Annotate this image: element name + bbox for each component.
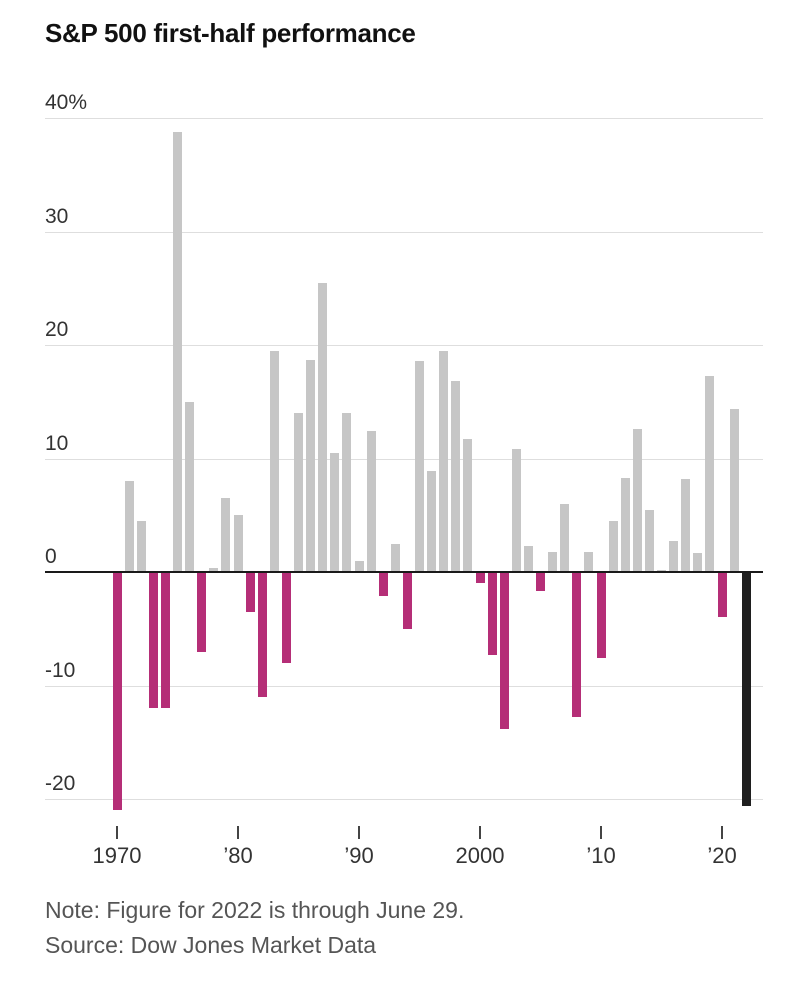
bar-1973 xyxy=(148,572,158,709)
x-tick-2020 xyxy=(721,826,723,839)
y-axis-label-40: 40% xyxy=(45,91,88,114)
x-tick-1970 xyxy=(116,826,118,839)
x-tick-2010 xyxy=(600,826,602,839)
bar-1976 xyxy=(185,401,195,573)
bar-1984 xyxy=(281,572,291,663)
bar-2001 xyxy=(487,572,497,655)
bar-2011 xyxy=(608,520,618,572)
bar-2017 xyxy=(681,478,691,572)
bar-1970 xyxy=(112,572,122,811)
bar-1993 xyxy=(390,543,400,572)
gridline-30 xyxy=(45,231,763,233)
bar-1971 xyxy=(124,481,134,572)
bar-1998 xyxy=(451,381,461,572)
bar-1982 xyxy=(257,572,267,697)
bar-1975 xyxy=(173,131,182,572)
bar-2003 xyxy=(511,449,521,572)
bar-2012 xyxy=(620,477,630,572)
gridline-20 xyxy=(45,345,763,346)
x-axis-label-2000: 2000 xyxy=(455,843,505,868)
bar-1972 xyxy=(136,520,146,572)
x-tick-2000 xyxy=(479,826,481,839)
bar-2005 xyxy=(536,572,545,592)
bar-1988 xyxy=(330,452,340,572)
bar-2020 xyxy=(717,572,727,618)
chart-title: S&P 500 first-half performance xyxy=(45,18,416,48)
bar-2022 xyxy=(741,572,751,806)
y-axis-label-30: 30 xyxy=(45,204,69,228)
bar-1974 xyxy=(160,572,170,709)
bar-2006 xyxy=(548,551,558,572)
gridline--10 xyxy=(45,685,763,687)
y-axis-label--20: -20 xyxy=(45,772,76,795)
bar-1978 xyxy=(209,567,219,572)
x-tick-1980 xyxy=(237,826,239,839)
bar-1994 xyxy=(402,572,412,629)
gridline-10 xyxy=(45,458,763,460)
bar-2019 xyxy=(705,375,715,572)
bar-1987 xyxy=(318,282,328,572)
bar-2007 xyxy=(560,503,570,572)
bar-1999 xyxy=(463,439,473,572)
bar-1986 xyxy=(306,359,316,572)
y-axis-label-20: 20 xyxy=(45,318,69,341)
chart-source: Source: Dow Jones Market Data xyxy=(45,932,377,958)
x-axis-label-1990: ’90 xyxy=(344,843,374,868)
y-axis-label--10: -10 xyxy=(45,658,76,682)
bar-1981 xyxy=(245,572,255,612)
bar-2008 xyxy=(572,572,582,718)
y-axis-label-0: 0 xyxy=(45,545,57,568)
bar-2004 xyxy=(523,545,533,572)
zero-line xyxy=(45,571,763,573)
gridline--20 xyxy=(45,799,763,800)
bar-2018 xyxy=(693,552,703,572)
bar-2013 xyxy=(632,429,642,572)
bar-2014 xyxy=(644,509,654,572)
bar-1991 xyxy=(366,431,376,572)
bar-1980 xyxy=(233,515,243,573)
bar-1997 xyxy=(439,350,449,572)
chart-note: Note: Figure for 2022 is through June 29… xyxy=(45,897,465,923)
y-axis-label-10: 10 xyxy=(45,431,69,455)
bar-1992 xyxy=(378,572,388,596)
x-axis-label-2010: ’10 xyxy=(586,843,616,868)
bar-1977 xyxy=(197,572,207,652)
bar-1985 xyxy=(294,413,303,572)
gridline-40 xyxy=(45,118,763,119)
bar-2016 xyxy=(669,541,679,572)
bar-2015 xyxy=(657,569,666,572)
bar-1990 xyxy=(354,560,364,572)
bar-2009 xyxy=(584,551,594,572)
x-axis-label-1970: 1970 xyxy=(92,843,142,868)
bar-1989 xyxy=(342,413,352,572)
bar-2002 xyxy=(499,572,509,729)
bar-2021 xyxy=(729,408,739,572)
bar-1979 xyxy=(221,498,231,572)
bar-1996 xyxy=(427,471,437,572)
x-axis-label-2020: ’20 xyxy=(707,843,737,868)
bar-2010 xyxy=(596,572,606,659)
bar-1995 xyxy=(415,360,424,572)
x-tick-1990 xyxy=(358,826,360,839)
bar-2000 xyxy=(475,572,485,584)
x-axis-label-1980: ’80 xyxy=(223,843,253,868)
bar-1983 xyxy=(269,350,279,572)
